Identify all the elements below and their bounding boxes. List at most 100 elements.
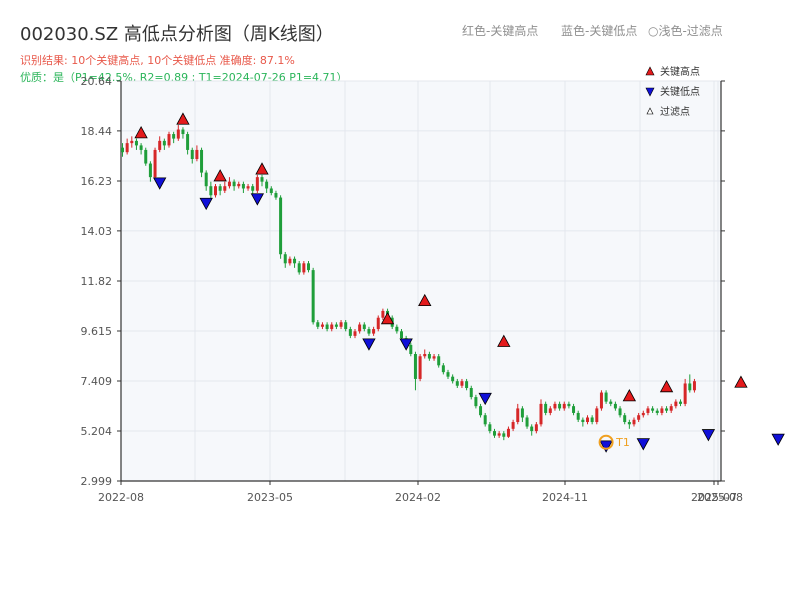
candle-body	[325, 324, 329, 330]
candle-body	[162, 140, 166, 146]
candle-body	[665, 408, 669, 411]
candle-body	[413, 354, 417, 379]
key-low-marker	[599, 440, 613, 453]
candle-body	[381, 310, 385, 318]
candle-body	[400, 331, 403, 339]
legend-filtered-symbol	[646, 107, 654, 115]
candle-body	[232, 181, 236, 187]
candle-body	[125, 143, 129, 153]
candle-body	[176, 129, 180, 139]
candle-body	[613, 403, 617, 409]
candle-body	[497, 433, 501, 436]
candle-body	[409, 344, 413, 355]
candle-body	[186, 134, 190, 150]
candle-body	[237, 183, 241, 187]
key-high-marker	[134, 126, 148, 139]
candle-body	[269, 188, 273, 194]
key-low-marker	[399, 338, 413, 351]
candle-body	[692, 381, 696, 391]
candle-body	[544, 403, 548, 413]
candle-body	[516, 408, 520, 423]
key-low-marker	[250, 193, 265, 206]
legend-red-label: 红色-关键高点	[462, 24, 539, 38]
key-low-marker	[701, 429, 716, 442]
candle-body	[567, 403, 571, 407]
candle-body	[148, 163, 152, 178]
candle-body	[511, 422, 515, 429]
candle-body	[599, 392, 603, 409]
x-tick-label: 2023-05	[247, 491, 293, 504]
candle-body	[641, 412, 645, 416]
y-tick-label: 20.64	[81, 75, 113, 88]
y-tick-label: 7.409	[81, 375, 113, 388]
candle-body	[493, 431, 496, 436]
candle-body	[260, 177, 264, 182]
x-tick-label: 2022-08	[98, 491, 144, 504]
key-high-marker	[734, 375, 748, 388]
candle-body	[674, 401, 678, 407]
candle-body	[646, 408, 650, 413]
candle-body	[609, 401, 613, 404]
x-tick-label: 2024-02	[395, 491, 441, 504]
candle-body	[539, 403, 543, 425]
candle-body	[595, 408, 599, 423]
candle-body	[172, 134, 176, 139]
candle-body	[200, 149, 204, 173]
candle-body	[158, 140, 162, 150]
legend-high-symbol	[645, 66, 655, 76]
candle-body	[181, 129, 185, 135]
candle-body	[344, 322, 348, 330]
x-tick-label: 2025-08	[697, 491, 743, 504]
candle-body	[251, 186, 255, 191]
candle-body	[139, 145, 143, 150]
x-tick-label: 2025-07	[691, 491, 737, 504]
t1-marker	[598, 434, 614, 450]
candle-body	[525, 417, 529, 427]
candle-body	[293, 258, 297, 264]
candle-body	[372, 329, 376, 334]
candle-body	[437, 356, 441, 366]
chart-title: 002030.SZ 高低点分析图（周K线图）	[20, 24, 334, 45]
key-low-marker	[153, 177, 167, 190]
y-tick-label: 5.204	[81, 425, 113, 438]
candle-body	[279, 197, 283, 255]
candle-body	[679, 401, 682, 404]
candle-body	[483, 415, 487, 425]
candle-body	[427, 354, 431, 359]
candle-body	[204, 172, 208, 187]
candle-body	[474, 397, 478, 407]
candle-body	[572, 406, 576, 413]
legend-low-text: 关键低点	[660, 85, 700, 98]
candle-body	[576, 412, 580, 420]
candle-body	[130, 140, 134, 144]
candle-body	[302, 263, 306, 273]
candle-body	[465, 381, 469, 389]
candle-body	[446, 372, 450, 377]
candle-body	[460, 381, 464, 386]
key-high-marker	[213, 169, 227, 182]
candle-body	[534, 424, 538, 432]
candle-body	[265, 181, 269, 189]
candle-body	[311, 270, 315, 323]
candle-body	[241, 183, 245, 189]
key-low-marker	[636, 438, 650, 451]
candle-body	[683, 383, 687, 404]
candle-body	[548, 408, 552, 413]
candle-body	[562, 403, 566, 409]
candle-body	[334, 324, 338, 327]
candle-body	[637, 415, 641, 420]
candle-body	[488, 424, 492, 432]
candle-body	[307, 263, 310, 271]
candle-body	[558, 403, 562, 409]
candle-body	[395, 326, 399, 332]
candle-body	[423, 354, 427, 357]
candle-body	[451, 376, 455, 382]
candle-body	[455, 381, 459, 386]
candle-body	[218, 186, 222, 191]
candle-body	[190, 149, 194, 160]
candle-body	[195, 149, 199, 160]
candle-body	[669, 406, 673, 411]
candle-body	[348, 329, 352, 336]
key-low-marker	[771, 433, 785, 446]
candle-body	[376, 317, 380, 330]
